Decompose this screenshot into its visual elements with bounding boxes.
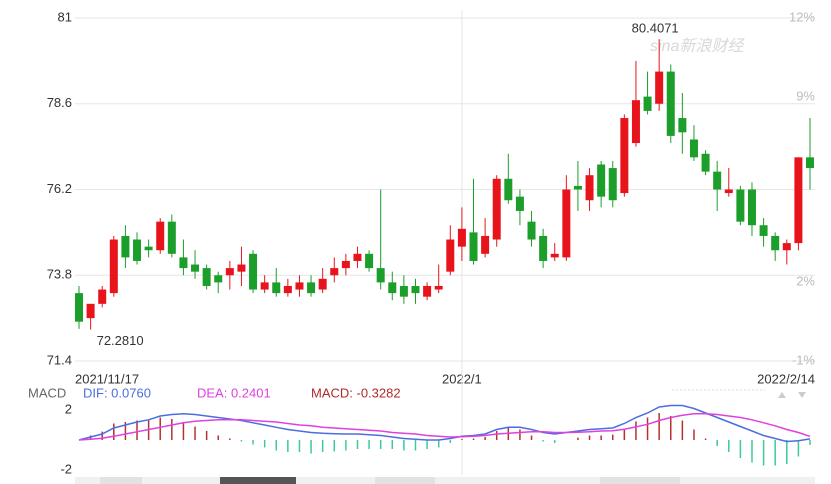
candle-body [794, 157, 803, 244]
candle-body [806, 157, 814, 169]
down-arrow[interactable] [798, 392, 806, 398]
candle-body [736, 189, 745, 222]
candle-body [144, 246, 153, 251]
candle-body [307, 282, 316, 294]
watermark: sina新浪财经 [650, 37, 745, 55]
x-tick-label: 2022/2/14 [757, 371, 815, 386]
high-label: 80.4071 [632, 21, 679, 36]
y-tick-label: -2 [60, 461, 72, 476]
candle-body [492, 178, 501, 240]
candle-body [747, 189, 756, 226]
candle-body [423, 285, 432, 297]
macd-title: MACD [28, 385, 66, 400]
candle-body [655, 71, 664, 104]
candle-body [295, 282, 304, 290]
candle-body [353, 253, 362, 261]
y2-tick-label: 9% [796, 89, 815, 104]
candle-body [446, 239, 455, 272]
candle-body [504, 178, 513, 201]
candle-body [620, 118, 629, 194]
candle-body [562, 189, 571, 258]
legend-entry: DIF: 0.0760 [83, 385, 151, 400]
candle-body [399, 285, 408, 297]
legend-entry: MACD: -0.3282 [311, 385, 401, 400]
y-tick-label: 73.8 [47, 267, 72, 282]
scroll-segment [600, 477, 680, 484]
candle-body [98, 289, 107, 304]
low-label: 72.2810 [97, 333, 144, 348]
candle-body [411, 285, 420, 294]
scroll-segment [375, 477, 435, 484]
candle-body [179, 257, 188, 269]
candle-body [318, 278, 327, 290]
scroll-segment [100, 477, 142, 484]
candle-body [678, 118, 687, 133]
candle-body [527, 221, 536, 240]
y-tick-label: 2 [65, 401, 72, 416]
candle-body [365, 253, 374, 269]
candle-body [539, 235, 548, 261]
candle-body [86, 303, 95, 319]
candle-body [202, 268, 211, 286]
candle-body [167, 221, 176, 254]
candle-body [701, 153, 710, 172]
candle-body [376, 268, 385, 283]
up-arrow[interactable] [778, 392, 786, 398]
y-tick-label: 81 [58, 9, 72, 24]
candle-body [260, 282, 269, 290]
candle-body [759, 225, 768, 236]
candle-body [237, 264, 246, 272]
y2-tick-label: 12% [789, 9, 815, 24]
x-tick-label: 2021/11/17 [75, 371, 139, 386]
scroll-strip [75, 477, 815, 484]
candle-body [133, 239, 142, 261]
candle-body [121, 235, 130, 258]
candle-body [388, 282, 397, 294]
candle-body [515, 196, 524, 211]
candle-body [214, 275, 223, 283]
scroll-thumb[interactable] [220, 477, 296, 484]
candle-body [330, 268, 339, 276]
plot: 81 78.6 76.2 73.8 71.4 12% 9% 2% -1% 2021/11/17 20… [28, 9, 815, 476]
candle-body [631, 100, 640, 144]
macd-line [78, 413, 811, 441]
candle-body [597, 164, 606, 197]
candle-body [481, 235, 490, 254]
candle-body [283, 285, 292, 294]
candle-body [608, 168, 617, 201]
candle-body [249, 253, 258, 290]
candle-body [724, 189, 733, 194]
candle-body [573, 185, 582, 190]
candle-body [585, 175, 594, 201]
nav-arrows [672, 389, 806, 398]
candle-body [109, 239, 118, 294]
candle-body [457, 228, 466, 247]
candle-body [75, 293, 83, 322]
candle-body [643, 96, 652, 111]
candle-body [689, 139, 698, 158]
y2-tick-label: -1% [792, 352, 816, 367]
y2-tick-label: 2% [796, 273, 815, 288]
candle-body [666, 71, 675, 136]
candle-body [782, 243, 791, 251]
y-tick-label: 71.4 [47, 352, 72, 367]
candle-body [191, 264, 200, 272]
y-tick-label: 76.2 [47, 181, 72, 196]
candle-body [469, 232, 478, 261]
legend-entry: DEA: 0.2401 [197, 385, 271, 400]
candle-body [713, 171, 722, 190]
scroll-track [75, 477, 815, 484]
candle-body [341, 260, 350, 269]
candle-body [156, 221, 165, 251]
macd-line [78, 404, 811, 443]
candle-body [434, 285, 443, 290]
y-tick-label: 78.6 [47, 95, 72, 110]
candle-body [550, 253, 559, 258]
candle-body [771, 235, 780, 251]
candle-body [272, 282, 281, 294]
candle-body [225, 268, 234, 276]
